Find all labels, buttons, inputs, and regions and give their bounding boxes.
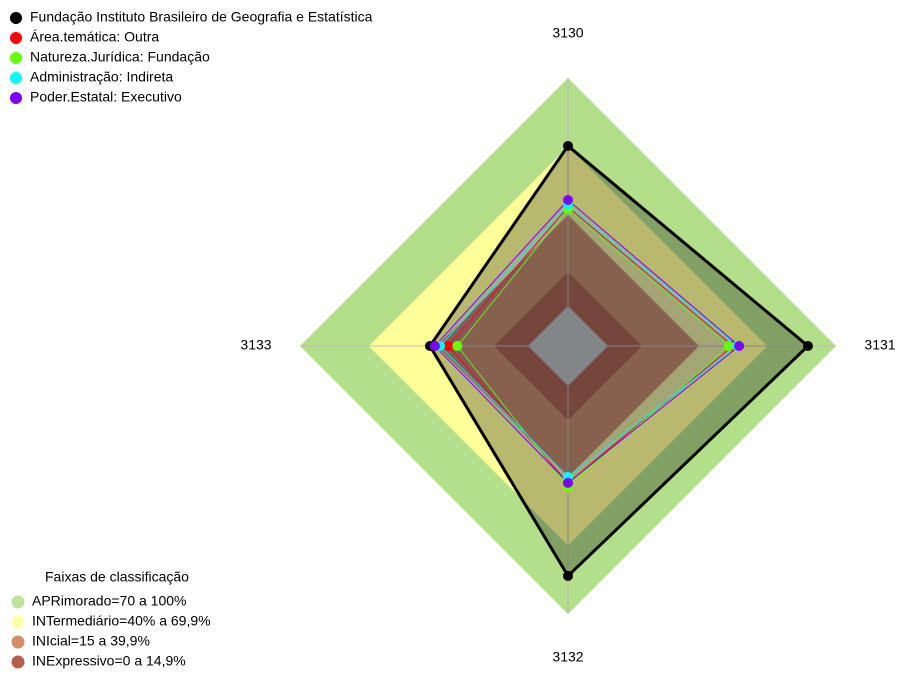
legend-marker — [10, 12, 22, 24]
legend-label: Área.temática: Outra — [30, 29, 159, 45]
legend-marker — [10, 32, 22, 44]
data-point — [443, 341, 454, 351]
band-legend-marker — [11, 655, 25, 669]
data-point — [452, 341, 463, 351]
legend-label: Fundação Instituto Brasileiro de Geograf… — [30, 9, 373, 25]
band-legend-label: INTermediário=40% a 69,9% — [32, 613, 211, 629]
legend-label: Natureza.Jurídica: Fundação — [30, 49, 210, 65]
axis-label: 3133 — [240, 337, 271, 353]
data-point — [802, 341, 813, 351]
band-legend-label: APRimorado=70 a 100% — [32, 593, 187, 609]
data-point — [563, 140, 573, 151]
band-legend-label: INIcial=15 a 39,9% — [32, 633, 150, 649]
data-point — [563, 477, 573, 488]
band-legend-title: Faixas de classificação — [45, 569, 189, 585]
band-legend-label: INExpressivo=0 a 14,9% — [32, 653, 186, 669]
legend-label: Administração: Indireta — [30, 69, 173, 85]
data-point — [734, 341, 745, 351]
axis-label: 3131 — [864, 337, 895, 353]
data-point — [429, 341, 440, 351]
data-point — [563, 570, 573, 581]
legend-marker — [10, 52, 22, 64]
axis-label: 3130 — [552, 25, 583, 41]
axis-label: 3132 — [552, 649, 583, 665]
data-point — [723, 341, 734, 351]
legend-marker — [10, 92, 22, 104]
band-legend-marker — [11, 635, 25, 649]
legend-label: Poder.Estatal: Executivo — [30, 89, 182, 105]
data-point — [563, 194, 573, 205]
band-legend-marker — [11, 615, 25, 629]
legend-marker — [10, 72, 22, 84]
band-legend-marker — [11, 595, 25, 609]
